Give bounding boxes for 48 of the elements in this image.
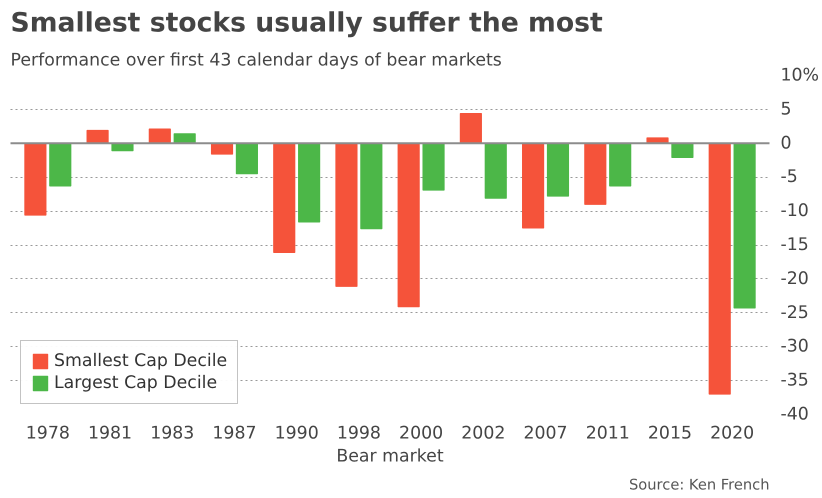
chart-title: Smallest stocks usually suffer the most xyxy=(10,8,604,38)
y-tick-label: -10 xyxy=(780,201,809,222)
y-tick-label: -15 xyxy=(780,235,809,255)
bar xyxy=(584,142,606,205)
bar xyxy=(335,142,358,287)
x-tick-label: 2011 xyxy=(586,424,630,444)
x-tick-label: 2015 xyxy=(648,424,692,444)
y-tick-label: 10% xyxy=(780,66,820,86)
x-tick-label: 2000 xyxy=(399,424,444,444)
x-tick-label: 2007 xyxy=(523,424,568,444)
bar xyxy=(484,142,507,199)
y-tick-label: -40 xyxy=(780,404,809,424)
bar xyxy=(236,142,258,174)
bar xyxy=(148,128,171,144)
bar xyxy=(522,142,544,229)
bar xyxy=(734,142,756,309)
x-tick-label: 1981 xyxy=(88,424,132,444)
x-tick-label: 1987 xyxy=(212,424,257,444)
bar xyxy=(546,142,570,197)
legend-label: Smallest Cap Decile xyxy=(54,351,228,371)
chart-subtitle: Performance over first 43 calendar days of bear markets xyxy=(10,50,502,70)
bar xyxy=(360,142,382,230)
y-tick-label: 5 xyxy=(780,99,792,120)
y-tick-label: -35 xyxy=(780,370,809,391)
x-tick-label: 1998 xyxy=(336,424,381,444)
y-tick-label: -5 xyxy=(780,167,798,188)
x-tick-label: 2020 xyxy=(710,424,754,444)
bar xyxy=(460,112,482,144)
bar xyxy=(24,142,46,216)
x-tick-label: 1990 xyxy=(274,424,319,444)
bar xyxy=(422,142,445,191)
x-tick-label: 1983 xyxy=(150,424,194,444)
y-tick-label: -25 xyxy=(780,302,809,323)
bar xyxy=(609,142,632,187)
legend-label: Largest Cap Decile xyxy=(54,373,218,393)
bar xyxy=(398,142,420,308)
x-tick-label: 2002 xyxy=(461,424,506,444)
source-note: Source: Ken French xyxy=(629,476,770,494)
x-axis-title: Bear market xyxy=(336,446,444,466)
bar xyxy=(49,142,72,187)
bar xyxy=(86,130,109,144)
y-tick-label: -20 xyxy=(780,268,809,289)
x-tick-label: 1978 xyxy=(26,424,70,444)
bar xyxy=(298,142,320,222)
y-tick-label: 0 xyxy=(780,133,792,154)
y-tick-label: -30 xyxy=(780,336,809,357)
bar xyxy=(273,142,296,253)
bar xyxy=(708,142,731,395)
